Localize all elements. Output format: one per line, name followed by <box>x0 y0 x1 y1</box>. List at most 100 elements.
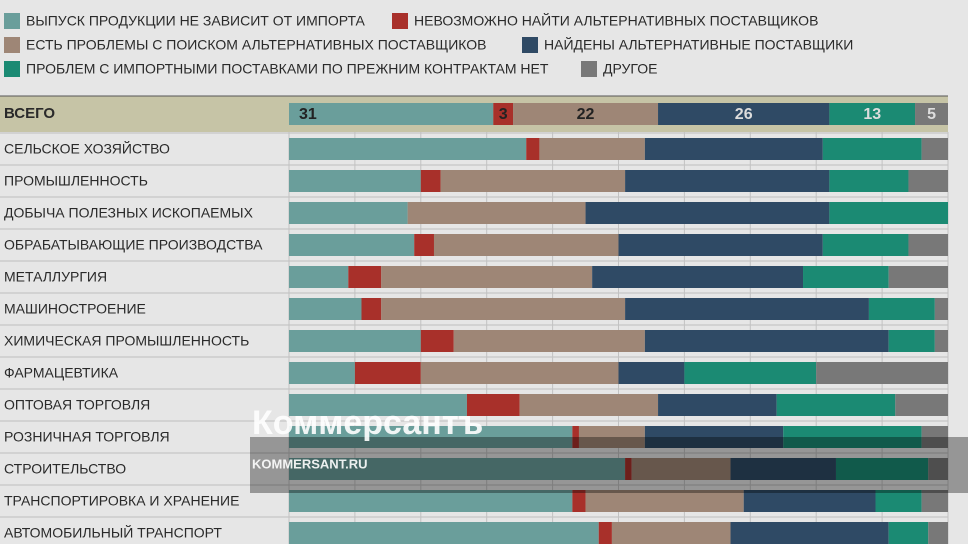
legend-label: НАЙДЕНЫ АЛЬТЕРНАТИВНЫЕ ПОСТАВЩИКИ <box>544 36 853 53</box>
bar-segment <box>928 522 948 544</box>
category-label: ОБРАБАТЫВАЮЩИЕ ПРОИЗВОДСТВА <box>4 237 263 253</box>
legend-swatch <box>4 61 20 77</box>
value-label: 31 <box>299 106 317 123</box>
legend-swatch <box>4 13 20 29</box>
bar-segment <box>631 458 731 480</box>
bar-segment <box>644 426 784 448</box>
bar-segment <box>822 138 922 160</box>
total-label: ВСЕГО <box>4 105 55 122</box>
bar-segment <box>934 298 948 320</box>
bar-segment <box>803 266 889 288</box>
bar-segment <box>829 202 948 224</box>
bar-segment <box>407 202 586 224</box>
value-label: 13 <box>863 106 881 123</box>
bar-segment <box>625 170 830 192</box>
bar-segment <box>572 490 586 512</box>
legend-swatch <box>392 13 408 29</box>
bar-segment <box>420 362 619 384</box>
bar-segment <box>519 394 659 416</box>
bar-segment <box>684 362 817 384</box>
bar-segment <box>888 266 948 288</box>
bar-segment <box>289 103 494 125</box>
bar-segment <box>289 138 527 160</box>
bar-segment <box>618 362 685 384</box>
bar-segment <box>289 266 349 288</box>
bar-segment <box>453 330 645 352</box>
bar-segment <box>513 103 659 125</box>
bar-segment <box>730 522 889 544</box>
bar-segment <box>908 234 948 256</box>
category-label: МАШИНОСТРОЕНИЕ <box>4 301 146 317</box>
bar-segment <box>928 458 948 480</box>
category-label: ФАРМАЦЕВТИКА <box>4 365 119 381</box>
category-label: ТРАНСПОРТИРОВКА И ХРАНЕНИЕ <box>4 493 239 509</box>
bar-segment <box>816 362 948 384</box>
bar-segment <box>592 266 804 288</box>
bar-segment <box>921 490 948 512</box>
bar-segment <box>618 234 823 256</box>
bar-segment <box>420 330 454 352</box>
bar-segment <box>585 490 744 512</box>
bar-segment <box>420 170 441 192</box>
bar-segment <box>776 394 896 416</box>
bar-segment <box>493 103 514 125</box>
bar-segment <box>289 330 421 352</box>
category-label: ДОБЫЧА ПОЛЕЗНЫХ ИСКОПАЕМЫХ <box>4 205 254 221</box>
bar-segment <box>822 234 909 256</box>
watermark-logo: Коммерсантъ <box>252 404 483 442</box>
bar-segment <box>289 202 408 224</box>
category-label: МЕТАЛЛУРГИЯ <box>4 269 107 285</box>
bar-segment <box>921 138 948 160</box>
bar-segment <box>835 458 929 480</box>
watermark-band <box>250 437 968 493</box>
legend-label: ДРУГОЕ <box>603 61 657 77</box>
bar-segment <box>783 426 922 448</box>
bar-segment <box>381 266 593 288</box>
bar-segment <box>868 298 935 320</box>
bar-segment <box>915 103 948 125</box>
category-label: ПРОМЫШЛЕННОСТЬ <box>4 173 148 189</box>
bar-segment <box>585 202 830 224</box>
category-label: СЕЛЬСКОЕ ХОЗЯЙСТВО <box>4 140 170 157</box>
bar-segment <box>440 170 626 192</box>
bar-segment <box>539 138 645 160</box>
bar-segment <box>644 330 889 352</box>
watermark-url: KOMMERSANT.RU <box>252 456 368 471</box>
bar-segment <box>658 394 777 416</box>
bar-segment <box>526 138 540 160</box>
bar-segment <box>289 426 573 448</box>
bar-segment <box>625 298 869 320</box>
value-label: 26 <box>735 106 753 123</box>
bar-segment <box>888 330 935 352</box>
bar-segment <box>433 234 619 256</box>
bar-segment <box>921 426 948 448</box>
legend-swatch <box>522 37 538 53</box>
value-label: 3 <box>499 106 508 123</box>
bar-segment <box>289 458 626 480</box>
bar-segment <box>934 330 948 352</box>
bar-segment <box>888 522 929 544</box>
bar-segment <box>354 362 421 384</box>
bar-segment <box>289 234 415 256</box>
bar-segment <box>289 362 355 384</box>
bar-segment <box>644 138 823 160</box>
bar-segment <box>289 394 467 416</box>
bar-segment <box>572 426 579 448</box>
bar-segment <box>289 170 421 192</box>
bar-segment <box>289 490 573 512</box>
legend-label: НЕВОЗМОЖНО НАЙТИ АЛЬТЕРНАТИВНЫХ ПОСТАВЩИ… <box>414 12 818 29</box>
bar-segment <box>611 522 731 544</box>
bar-segment <box>381 298 626 320</box>
bar-segment <box>908 170 948 192</box>
legend-label: ЕСТЬ ПРОБЛЕМЫ С ПОИСКОМ АЛЬТЕРНАТИВНЫХ П… <box>26 37 486 53</box>
bar-segment <box>289 298 362 320</box>
category-label: ХИМИЧЕСКАЯ ПРОМЫШЛЕННОСТЬ <box>4 333 249 349</box>
legend-swatch <box>581 61 597 77</box>
value-label: 5 <box>927 106 936 123</box>
plot: ВЫПУСК ПРОДУКЦИИ НЕ ЗАВИСИТ ОТ ИМПОРТА НЕ… <box>0 12 949 544</box>
bar-segment <box>730 458 836 480</box>
bar-segment <box>743 490 876 512</box>
bar-segment <box>598 522 612 544</box>
value-label: 22 <box>577 106 595 123</box>
